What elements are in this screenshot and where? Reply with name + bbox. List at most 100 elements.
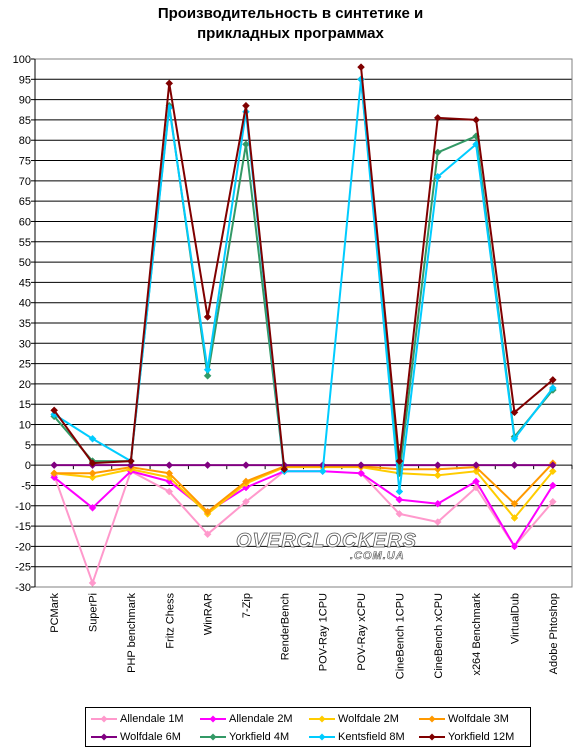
legend-swatch-marker: [100, 733, 108, 741]
legend-label: Wolfdale 3M: [448, 713, 509, 725]
y-tick-label: 55: [19, 237, 31, 249]
y-tick-label: 5: [25, 440, 31, 452]
y-tick-label: 95: [19, 74, 31, 86]
legend-swatch-marker: [209, 715, 217, 723]
legend-swatch: [419, 733, 445, 741]
legend-item: Yorkfield 12M: [419, 729, 514, 745]
data-point: [548, 376, 557, 384]
legend-swatch: [200, 715, 226, 723]
legend-item: Wolfdale 6M: [91, 729, 181, 745]
legend-swatch-marker: [318, 733, 326, 741]
legend-swatch-marker: [209, 733, 217, 741]
series-line: [54, 462, 554, 513]
legend-label: Yorkfield 4M: [229, 731, 290, 743]
legend-swatch: [91, 733, 117, 741]
series-wolfdale-3m: [50, 459, 557, 516]
data-point: [50, 473, 59, 482]
y-tick-label: 50: [19, 257, 31, 269]
legend-swatch: [200, 733, 226, 741]
series-line: [360, 472, 554, 548]
legend-swatch-marker: [100, 715, 108, 723]
data-point: [433, 114, 442, 122]
legend-swatch-marker: [428, 715, 436, 723]
data-point: [127, 457, 135, 465]
x-tick-label: POV-Ray xCPU: [356, 593, 368, 671]
data-point: [165, 469, 174, 478]
data-point: [433, 499, 442, 508]
data-point: [472, 461, 480, 470]
series-wolfdale-6m: [50, 461, 557, 470]
legend-label: Allendale 1M: [120, 713, 184, 725]
data-point: [548, 384, 557, 392]
data-point: [472, 116, 480, 124]
data-point: [242, 140, 250, 149]
data-point: [203, 365, 212, 374]
x-tick-label: SuperPi: [88, 593, 100, 632]
legend-swatch: [419, 715, 445, 723]
data-point: [510, 461, 519, 470]
series-kentsfield-8m: [50, 75, 557, 496]
x-axis-tick-labels: PCMark SuperPi PHP benchmark Fritz Chess Win…: [49, 593, 560, 680]
chart-legend: Allendale 1M Allendale 2M Wolfdale 2M Wolfd…: [85, 707, 531, 747]
data-point: [242, 101, 250, 110]
y-tick-label: 100: [13, 54, 31, 66]
data-point: [127, 461, 135, 470]
data-point: [88, 579, 97, 587]
x-tick-label: 7-Zip: [241, 593, 253, 618]
data-point: [395, 457, 404, 465]
y-tick-label: 65: [19, 196, 31, 208]
y-tick-label: 30: [19, 338, 31, 350]
legend-label: Wolfdale 6M: [120, 731, 181, 743]
y-tick-label: -25: [15, 562, 31, 574]
data-point: [433, 148, 442, 157]
data-point: [50, 406, 59, 415]
chart-title-line-2: прикладных программах: [197, 25, 384, 42]
data-point: [433, 461, 442, 470]
data-point: [395, 510, 404, 518]
data-point: [88, 459, 97, 467]
data-point: [165, 487, 174, 496]
y-axis-tick-labels: 1009590858075706560555045403530252015105…: [13, 54, 31, 594]
data-point: [357, 63, 365, 71]
legend-label: Wolfdale 2M: [338, 713, 399, 725]
data-point: [88, 473, 97, 482]
data-point: [203, 313, 212, 321]
data-point: [433, 465, 442, 474]
data-point: [203, 508, 212, 516]
data-point: [433, 518, 442, 526]
data-point: [510, 499, 519, 508]
data-point: [318, 467, 327, 476]
data-point: [548, 481, 557, 490]
y-tick-label: 85: [19, 115, 31, 127]
data-point: [242, 497, 250, 506]
x-tick-label: PCMark: [49, 593, 61, 633]
watermark-logo: OVERCLOCKERS .COM.UA: [236, 530, 417, 561]
legend-label: Yorkfield 12M: [448, 731, 515, 743]
series-yorkfield-4m: [50, 75, 557, 478]
y-tick-label: 75: [19, 156, 31, 168]
y-tick-label: 25: [19, 359, 31, 371]
data-point: [88, 503, 97, 512]
data-point: [242, 477, 250, 486]
data-point: [357, 469, 365, 478]
series-yorkfield-12m: [50, 63, 557, 474]
y-tick-label: -5: [21, 480, 31, 492]
data-point: [203, 530, 212, 539]
series-line: [53, 82, 286, 470]
legend-swatch-marker: [318, 715, 326, 723]
data-point: [548, 461, 557, 470]
y-tick-label: 45: [19, 277, 31, 289]
data-point: [433, 172, 442, 181]
series-line: [360, 67, 554, 463]
y-tick-label: 80: [19, 135, 31, 147]
data-point: [50, 469, 59, 478]
x-tick-label: VirtualDub: [509, 593, 521, 644]
data-point: [510, 514, 519, 522]
y-tick-label: 70: [19, 176, 31, 188]
data-point: [395, 495, 404, 504]
legend-swatch: [309, 733, 335, 741]
data-point: [242, 461, 250, 470]
legend-item: Yorkfield 4M: [200, 729, 289, 745]
y-tick-label: 60: [19, 216, 31, 228]
x-tick-label: WinRAR: [203, 593, 215, 635]
